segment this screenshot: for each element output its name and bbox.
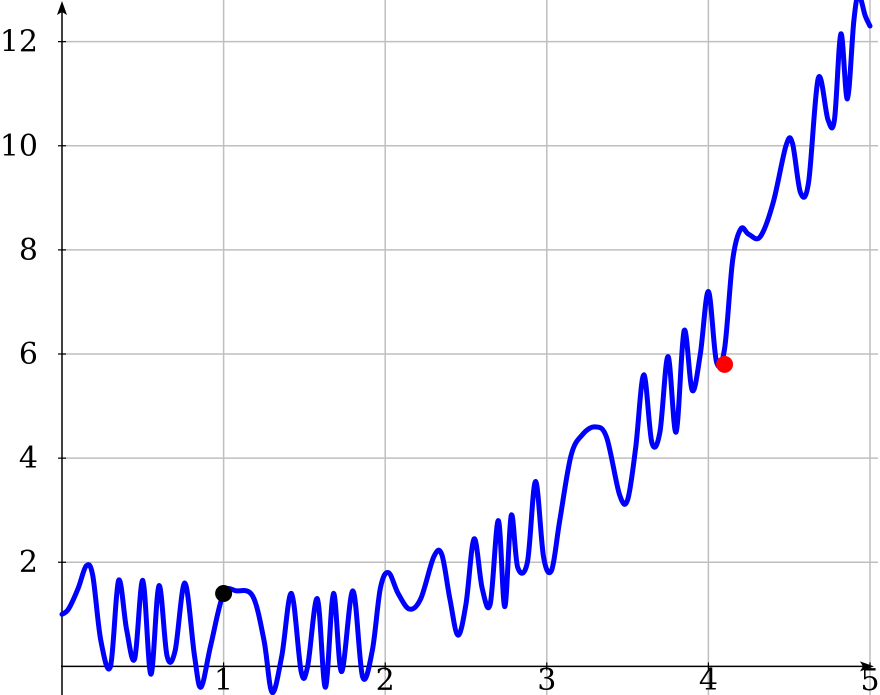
y-tick-label: 6 (19, 337, 38, 372)
x-tick-label: 5 (860, 663, 879, 695)
x-tick-label: 3 (537, 663, 556, 695)
red-point-marker (716, 355, 734, 373)
black-point-marker (215, 584, 233, 602)
y-tick-label: 10 (0, 129, 38, 164)
series-line (59, 0, 873, 695)
y-axis-arrow (57, 1, 67, 15)
markers-layer (215, 355, 734, 602)
x-tick-label: 2 (376, 663, 395, 695)
x-tick-label: 1 (214, 663, 233, 695)
x-axis-arrow (860, 661, 874, 672)
y-tick-label: 12 (0, 25, 38, 60)
series-layer (59, 0, 873, 695)
y-tick-label: 4 (19, 441, 38, 476)
y-tick-label: 2 (19, 545, 38, 580)
y-tick-label: 8 (19, 233, 38, 268)
x-tick-label: 4 (699, 663, 718, 695)
